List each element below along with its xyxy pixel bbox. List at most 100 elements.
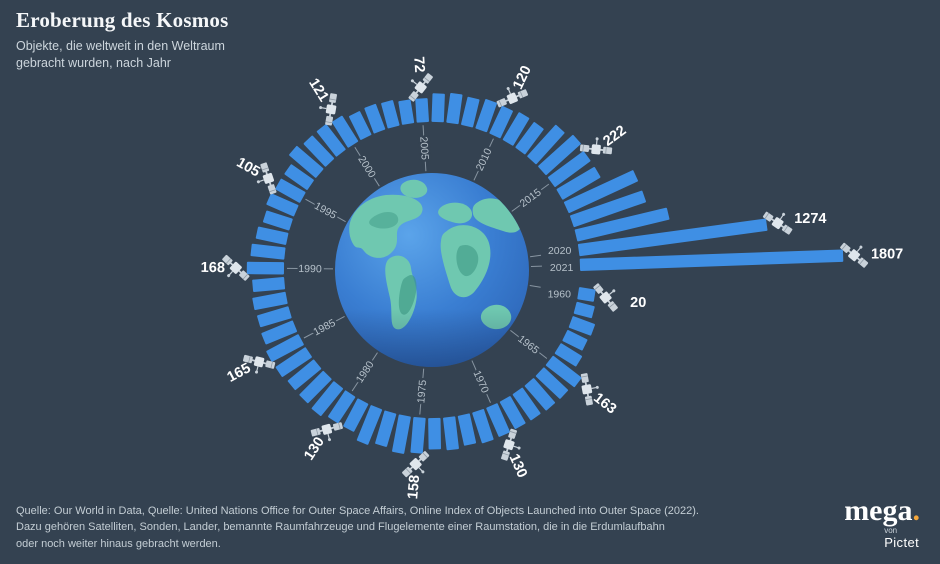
callout-value-1965: 163 — [590, 390, 619, 417]
bar-2021 — [579, 249, 844, 271]
page-title: Eroberung des Kosmos — [16, 8, 229, 32]
bar-2016 — [556, 167, 601, 200]
logo-pictet-text: Pictet — [884, 534, 920, 550]
callout-value-2005: 72 — [410, 56, 427, 73]
bar-2017 — [563, 170, 638, 214]
bar-1977 — [375, 410, 397, 447]
bar-1982 — [299, 370, 332, 404]
callout-value-1960: 20 — [630, 295, 646, 311]
bar-1990 — [246, 261, 285, 275]
satellite-icon-1960 — [590, 276, 626, 314]
bar-1972 — [457, 413, 477, 446]
bar-2012 — [515, 122, 544, 155]
bar-1985 — [266, 334, 304, 362]
bar-1987 — [257, 306, 292, 328]
bar-1964 — [554, 343, 583, 367]
year-label-1960: 1960 — [548, 289, 572, 301]
year-tick-2005 — [422, 125, 427, 172]
bar-1976 — [392, 414, 411, 454]
callout-value-1970: 130 — [506, 452, 530, 481]
bar-2009 — [475, 99, 497, 133]
bar-1991 — [250, 243, 286, 260]
callout-value-1975: 158 — [405, 474, 423, 499]
bar-1988 — [252, 291, 288, 311]
bar-2006 — [431, 93, 445, 123]
bar-1980 — [328, 390, 356, 424]
bar-2008 — [461, 96, 480, 128]
year-label-1965: 1965 — [515, 333, 541, 357]
bar-1968 — [512, 387, 541, 421]
year-tick-1965 — [510, 330, 548, 359]
bar-2018 — [570, 190, 646, 227]
satellite-icon-2005 — [400, 66, 436, 104]
year-label-1975: 1975 — [415, 379, 429, 403]
year-tick-1960 — [529, 284, 541, 288]
bar-1967 — [524, 378, 556, 411]
logo-orange-dot: . — [912, 493, 921, 527]
bar-1979 — [343, 398, 369, 432]
year-label-2005: 2005 — [417, 136, 430, 160]
bar-2011 — [502, 112, 530, 146]
bar-1978 — [356, 405, 383, 445]
callout-value-2010: 120 — [510, 63, 535, 92]
bar-1971 — [472, 409, 494, 444]
bar-2001 — [349, 111, 372, 140]
bar-2004 — [398, 99, 415, 125]
year-tick-1995 — [305, 198, 346, 223]
bar-2015 — [547, 151, 591, 187]
year-label-1990: 1990 — [298, 263, 322, 275]
callout-value-2020: 1274 — [794, 211, 826, 227]
callout-value-1980: 130 — [301, 434, 328, 463]
bar-1999 — [316, 124, 346, 157]
bar-2010 — [489, 105, 513, 139]
year-tick-1985 — [303, 315, 345, 339]
bar-2002 — [364, 103, 386, 134]
logo-mega-wordmark: mega. — [844, 493, 921, 527]
bar-2003 — [381, 100, 400, 129]
bar-2020 — [577, 218, 768, 257]
mega-pictet-logo: mega. von Pictet — [844, 493, 921, 550]
bar-2014 — [538, 134, 581, 176]
bar-2013 — [527, 124, 565, 165]
year-label-2000: 2000 — [355, 154, 378, 180]
bar-1993 — [262, 210, 293, 231]
chart-subtitle: Objekte, die weltweit in den Weltraum ge… — [16, 38, 228, 72]
bar-1996 — [284, 164, 314, 190]
callout-value-1995: 105 — [234, 155, 263, 181]
year-tick-2020 — [530, 254, 542, 258]
year-tick-1990 — [287, 267, 334, 270]
callout-value-2015: 222 — [600, 123, 629, 150]
year-label-1995: 1995 — [312, 200, 338, 222]
bar-1986 — [261, 320, 298, 345]
chart-header: Eroberung des Kosmos Objekte, die weltwe… — [16, 8, 228, 72]
bar-1973 — [443, 416, 459, 451]
bar-1989 — [252, 277, 286, 293]
globe-shadow — [335, 173, 529, 367]
bar-1984 — [275, 347, 312, 377]
bar-1975 — [410, 417, 426, 454]
bar-1965 — [545, 355, 582, 388]
bar-1981 — [311, 381, 343, 416]
bar-1994 — [266, 193, 299, 217]
year-label-2015: 2015 — [518, 186, 544, 210]
earth-globe — [335, 173, 529, 367]
bar-1966 — [535, 367, 569, 399]
bars-group — [246, 92, 844, 454]
bar-1962 — [568, 316, 595, 336]
bar-1960 — [577, 287, 596, 302]
year-tick-1970 — [471, 360, 491, 403]
subtitle-line-2: gebracht wurden, nach Jahr — [16, 55, 171, 70]
year-tick-1975 — [419, 368, 425, 415]
callout-value-1990: 168 — [201, 260, 225, 276]
bar-1997 — [289, 145, 324, 178]
bar-1995 — [275, 178, 306, 203]
year-tick-1980 — [351, 352, 378, 392]
year-label-1980: 1980 — [354, 359, 377, 385]
bar-1969 — [499, 396, 526, 430]
year-label-1985: 1985 — [311, 317, 337, 339]
subtitle-line-1: Objekte, die weltweit in den Weltraum — [16, 39, 225, 53]
satellite-icon-2020 — [760, 203, 799, 238]
year-label-2010: 2010 — [474, 146, 495, 172]
source-line-1: Quelle: Our World in Data, Quelle: Unite… — [16, 504, 699, 517]
source-note: Quelle: Our World in Data, Quelle: Unite… — [16, 503, 699, 553]
